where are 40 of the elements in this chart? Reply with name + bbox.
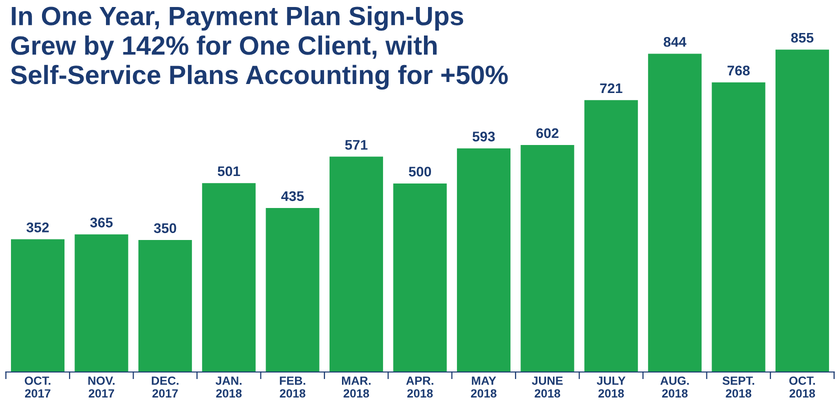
- bar: [330, 156, 384, 372]
- x-tick-label: MAR. 2018: [342, 376, 371, 398]
- data-label: 844: [664, 36, 686, 47]
- data-label: 768: [728, 66, 750, 76]
- bar: [202, 183, 256, 372]
- data-label: 721: [600, 83, 622, 94]
- data-label: 350: [154, 223, 176, 234]
- data-label: 365: [90, 218, 113, 228]
- bar: [393, 183, 447, 372]
- x-tick-label: MAY 2018: [470, 376, 496, 398]
- bar: [456, 148, 510, 372]
- x-tick-label: FEB. 2018: [280, 376, 306, 398]
- data-label: 435: [281, 191, 304, 202]
- x-tick-label: OCT. 2017: [24, 376, 50, 398]
- data-label: 500: [408, 166, 432, 177]
- bar: [648, 54, 702, 372]
- bar: [10, 239, 64, 372]
- x-tick-label: OCT. 2018: [789, 376, 816, 398]
- data-label: 501: [218, 166, 240, 176]
- bar: [712, 82, 766, 372]
- bar: [520, 144, 574, 372]
- x-tick-label: JAN. 2018: [216, 376, 242, 398]
- data-label: 602: [536, 128, 558, 138]
- data-label: 593: [472, 132, 495, 142]
- data-label: 855: [791, 32, 814, 43]
- x-tick-label: SEPT. 2018: [722, 376, 754, 398]
- data-label: 571: [345, 140, 368, 150]
- x-tick-label: DEC. 2017: [152, 376, 178, 398]
- bar: [584, 100, 638, 372]
- x-tick-label: APR. 2018: [406, 376, 434, 398]
- chart-title: In One Year, Payment Plan Sign-Ups Grew by 142% for One Client, with Self-Service Plans Accounting for +50%: [10, 6, 508, 90]
- bar: [776, 50, 830, 372]
- data-label: 352: [26, 222, 49, 232]
- x-tick-label: JUNE 2018: [532, 376, 563, 398]
- bar: [138, 240, 192, 372]
- x-tick-label: AUG. 2018: [660, 376, 689, 398]
- x-tick-label: JULY 2018: [596, 376, 626, 398]
- bar: [74, 234, 128, 372]
- x-tick-label: NOV. 2017: [88, 376, 115, 398]
- bar: [266, 208, 320, 372]
